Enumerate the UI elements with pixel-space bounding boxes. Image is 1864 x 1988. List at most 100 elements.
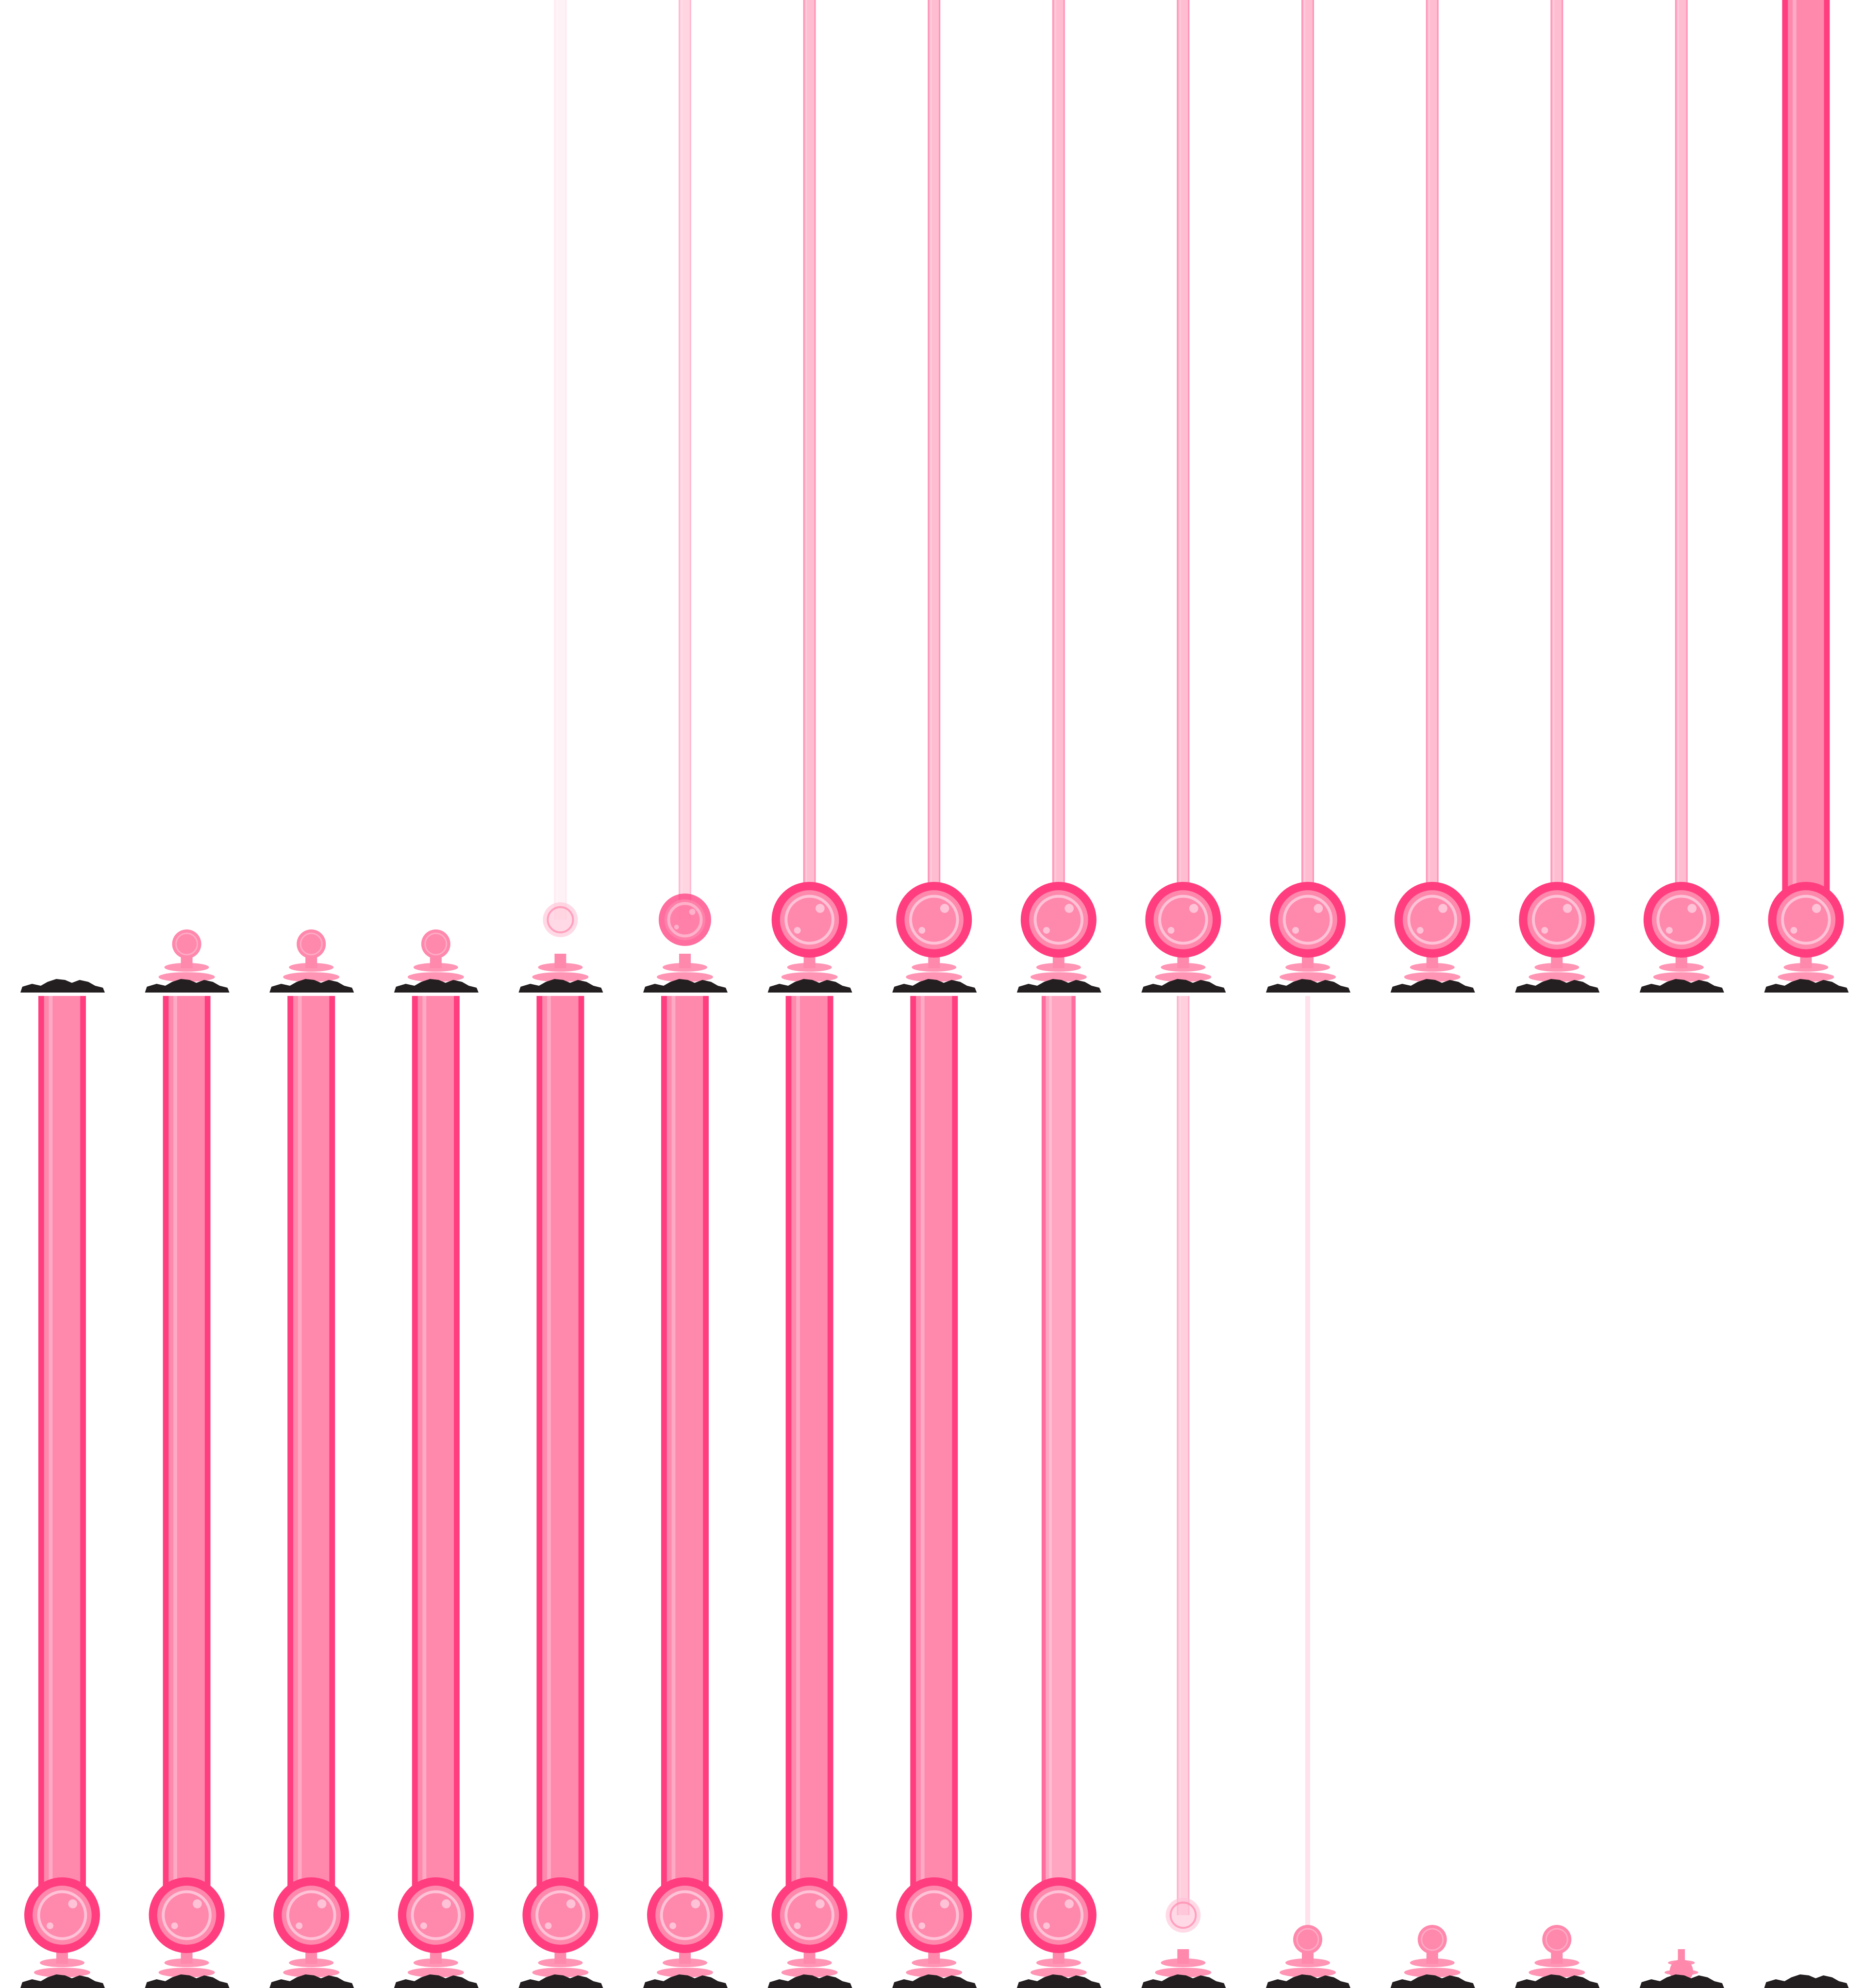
light-beam	[1041, 996, 1076, 1915]
pedestal	[906, 1949, 963, 1977]
pedestal	[158, 1949, 215, 1977]
pedestal	[657, 1949, 713, 1977]
energy-orb	[1293, 1925, 1322, 1954]
light-beam	[536, 996, 584, 1915]
rock-base	[20, 979, 105, 993]
light-beam	[1177, 0, 1190, 920]
pedestal	[407, 1949, 464, 1977]
energy-orb	[1020, 882, 1097, 958]
energy-orb	[522, 1877, 599, 1953]
sprite-frame	[1390, 0, 1475, 993]
sprite-frame	[643, 996, 728, 1988]
energy-orb	[896, 1877, 972, 1953]
pedestal	[532, 1949, 589, 1977]
energy-orb	[1768, 882, 1844, 958]
sprite-frame	[394, 996, 479, 1988]
light-beam	[412, 996, 460, 1915]
light-beam	[661, 996, 709, 1915]
sprite-frame	[1141, 996, 1226, 1988]
energy-orb	[421, 929, 450, 959]
light-beam	[554, 0, 567, 920]
pedestal	[34, 1949, 90, 1977]
sprite-frame	[1639, 0, 1724, 993]
light-beam	[910, 996, 958, 1915]
sprite-frame	[145, 929, 230, 993]
rock-base	[1266, 979, 1350, 993]
sprite-frame	[1141, 0, 1226, 993]
energy-orb	[1020, 1877, 1097, 1953]
pedestal	[781, 954, 838, 982]
rock-base	[1266, 1974, 1350, 1988]
rock-base	[518, 979, 603, 993]
sprite-frame	[767, 0, 852, 993]
rock-base	[1515, 979, 1600, 993]
rock-base	[1016, 1974, 1101, 1988]
light-beam	[163, 996, 211, 1915]
sprite-frame	[20, 996, 105, 1988]
energy-orb	[273, 1877, 350, 1953]
sprite-frame	[145, 996, 230, 1988]
sprite-frame	[643, 0, 728, 993]
sprite-frame	[1266, 0, 1350, 993]
energy-orb	[1394, 882, 1470, 958]
sprite-frame	[518, 0, 603, 993]
light-beam	[1426, 0, 1439, 920]
energy-orb	[297, 929, 326, 959]
energy-orb	[24, 1877, 100, 1953]
sprite-frame	[518, 996, 603, 1988]
rock-base	[1141, 979, 1226, 993]
sprite-frame	[1639, 1949, 1724, 1988]
energy-orb	[1542, 1925, 1572, 1954]
rock-base	[269, 1974, 354, 1988]
energy-orb	[647, 1877, 723, 1953]
sprite-frame	[1764, 0, 1849, 993]
rock-base	[145, 1974, 230, 1988]
light-beam	[1305, 996, 1310, 1939]
energy-orb	[1145, 882, 1221, 958]
pedestal	[1030, 1949, 1087, 1977]
light-beam	[679, 0, 691, 920]
sprite-frame	[1515, 1925, 1600, 1988]
energy-orb	[771, 882, 848, 958]
pedestal	[532, 954, 589, 982]
light-beam	[803, 0, 816, 920]
light-beam	[928, 0, 941, 920]
energy-orb	[172, 929, 201, 959]
rock-base	[145, 979, 230, 993]
rock-base	[643, 1974, 728, 1988]
energy-orb	[896, 882, 972, 958]
sprite-frame	[269, 929, 354, 993]
sprite-frame	[20, 979, 105, 993]
energy-orb	[771, 1877, 848, 1953]
light-beam	[1675, 0, 1688, 920]
rock-base	[20, 1974, 105, 1988]
energy-orb	[398, 1877, 474, 1953]
rock-base	[1764, 979, 1849, 993]
sprite-frame	[394, 929, 479, 993]
rock-base	[269, 979, 354, 993]
sprite-frame	[1764, 1974, 1849, 1988]
pedestal	[1778, 954, 1834, 982]
pedestal	[1155, 954, 1212, 982]
energy-orb	[1643, 882, 1719, 958]
sprite-frame	[892, 0, 977, 993]
rock-base	[394, 1974, 479, 1988]
rock-base	[767, 1974, 852, 1988]
beam-extend-row	[20, 0, 1849, 993]
rock-base	[1390, 979, 1475, 993]
pedestal	[1280, 954, 1336, 982]
energy-orb	[1270, 882, 1346, 958]
pedestal	[906, 954, 963, 982]
energy-orb	[1417, 1925, 1447, 1954]
sprite-frame	[767, 996, 852, 1988]
light-beam	[785, 996, 833, 1915]
sprite-frame	[1016, 0, 1101, 993]
light-beam	[1782, 0, 1830, 920]
rock-base	[1639, 1974, 1724, 1988]
sprite-frame	[269, 996, 354, 1988]
light-beam	[1301, 0, 1314, 920]
energy-orb	[543, 902, 578, 937]
energy-orb	[149, 1877, 225, 1953]
light-beam	[287, 996, 335, 1915]
